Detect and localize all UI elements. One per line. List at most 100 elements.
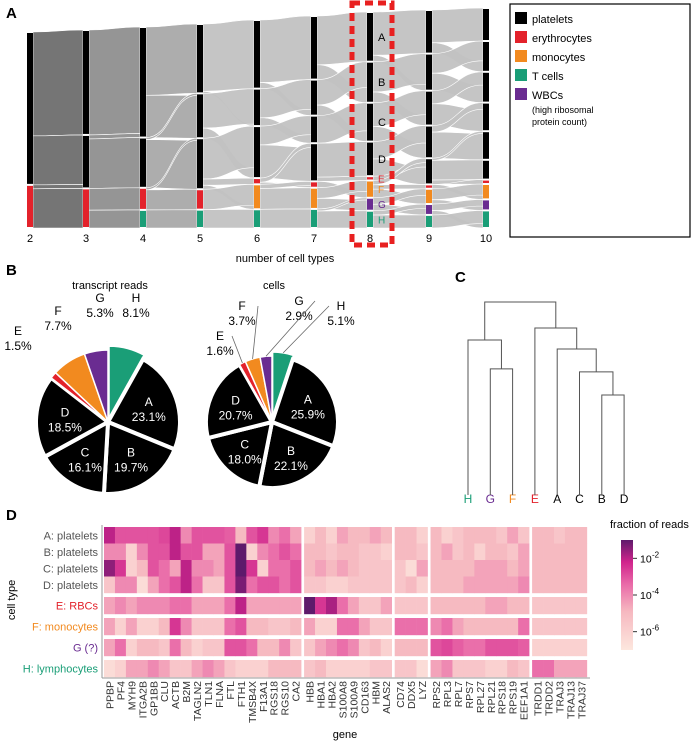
heatmap-cell	[369, 527, 382, 544]
heatmap-cell	[147, 618, 160, 636]
heatmap-cell	[575, 639, 588, 657]
gene-label: RGS18	[269, 681, 281, 716]
cluster-bar-platelets	[426, 54, 432, 90]
slice-label: H	[132, 291, 141, 305]
heatmap-cell	[532, 597, 544, 615]
heatmap-cell	[213, 618, 225, 636]
heatmap-cell	[158, 597, 170, 615]
heatmap-cell	[532, 618, 544, 636]
heatmap-cell	[104, 543, 116, 561]
heatmap-cell	[246, 560, 258, 577]
cluster-bar-platelets	[483, 9, 489, 40]
cluster-bar-platelets	[426, 126, 432, 158]
heatmap-cell	[532, 560, 544, 577]
heatmap-cell	[104, 618, 116, 636]
heatmap-cell	[532, 527, 544, 544]
heatmap-cell	[147, 639, 160, 657]
heatmap-cell	[575, 660, 588, 678]
heatmap-cell	[224, 543, 236, 561]
flow-ribbon	[316, 141, 368, 178]
cluster-bar-erythrocytes	[140, 188, 146, 209]
heatmap-cell	[441, 576, 453, 594]
cluster-bar-platelets	[83, 31, 89, 134]
slice-value: 20.7%	[219, 408, 253, 422]
heatmap-cell	[169, 527, 181, 544]
gene-label: TMSB4X	[247, 681, 259, 723]
heatmap-cell	[114, 543, 127, 561]
heatmap-cell	[246, 597, 258, 615]
heatmap-cell	[452, 576, 464, 594]
flow-ribbon	[316, 210, 368, 229]
heatmap-cell	[430, 527, 442, 544]
heatmap-cell	[554, 639, 566, 657]
heatmap-cell	[158, 543, 170, 561]
heatmap-cell	[452, 660, 464, 678]
heatmap-cell	[347, 576, 360, 594]
x-tick-label: 10	[480, 233, 492, 245]
legend-note: protein count)	[532, 117, 587, 127]
gene-label: HBA2	[326, 681, 338, 709]
cluster-bar-platelets	[483, 160, 489, 179]
heatmap-cell	[430, 618, 442, 636]
heatmap-cell	[554, 527, 566, 544]
heatmap-cell	[158, 660, 170, 678]
heatmap-cell	[575, 576, 588, 594]
heatmap-cell	[315, 618, 327, 636]
flow-ribbon	[88, 26, 141, 136]
slice-value: 1.6%	[206, 344, 234, 358]
heatmap-cell	[463, 597, 475, 615]
gene-label: DDX5	[406, 681, 418, 709]
flow-ribbon	[431, 179, 484, 185]
heatmap-cell	[347, 618, 360, 636]
heatmap-cell	[235, 597, 247, 615]
heatmap-cell	[257, 660, 269, 678]
heatmap-cell	[405, 543, 417, 561]
heatmap-cell	[564, 660, 577, 678]
flow-ribbon	[32, 188, 84, 229]
flow-ribbon	[431, 7, 484, 44]
heatmap-cell	[224, 597, 236, 615]
flow-ribbon	[259, 15, 312, 83]
pie-slice-B	[256, 419, 336, 490]
heatmap-cell	[369, 618, 382, 636]
slice-value: 2.9%	[285, 309, 313, 323]
leader-line	[282, 305, 330, 354]
heatmap-cell	[257, 576, 269, 594]
heatmap-cell	[114, 660, 127, 678]
x-tick-label: 4	[140, 233, 146, 245]
gene-label: ALAS2	[381, 681, 393, 714]
heatmap-cell	[125, 576, 138, 594]
gene-label: ACTB	[170, 681, 182, 709]
flow-ribbon	[32, 29, 84, 137]
heatmap-cell	[452, 618, 464, 636]
heatmap-cell	[304, 660, 316, 678]
cluster-bar-tcells	[254, 210, 260, 227]
heatmap-cell	[202, 527, 214, 544]
heatmap-cell	[268, 576, 280, 594]
panel-label-b: B	[6, 262, 17, 279]
pie-slice-B	[101, 419, 178, 496]
panel-label-a: A	[6, 5, 17, 22]
slice-label: G	[95, 291, 104, 305]
flow-ribbon	[32, 134, 84, 186]
slice-value: 18.5%	[48, 421, 82, 435]
heatmap-cell	[246, 576, 258, 594]
heatmap-cell	[394, 576, 406, 594]
heatmap-cell	[246, 639, 258, 657]
heatmap-cell	[125, 543, 138, 561]
heatmap-cell	[543, 527, 555, 544]
heatmap-cell	[369, 560, 382, 577]
cluster-label: A	[378, 32, 386, 44]
heatmap-cell	[202, 639, 214, 657]
heatmap-cell	[441, 560, 453, 577]
heatmap-cell	[104, 639, 116, 657]
heatmap-cell	[304, 560, 316, 577]
heatmap-cell	[136, 639, 149, 657]
heatmap-cell	[191, 543, 203, 561]
heatmap-cell	[416, 527, 428, 544]
gene-label: TRDD2	[544, 681, 556, 716]
gene-label: TLN1	[203, 681, 215, 707]
gene-label: CLU	[159, 681, 171, 702]
heatmap-cell	[169, 618, 181, 636]
heatmap-cell	[147, 660, 160, 678]
